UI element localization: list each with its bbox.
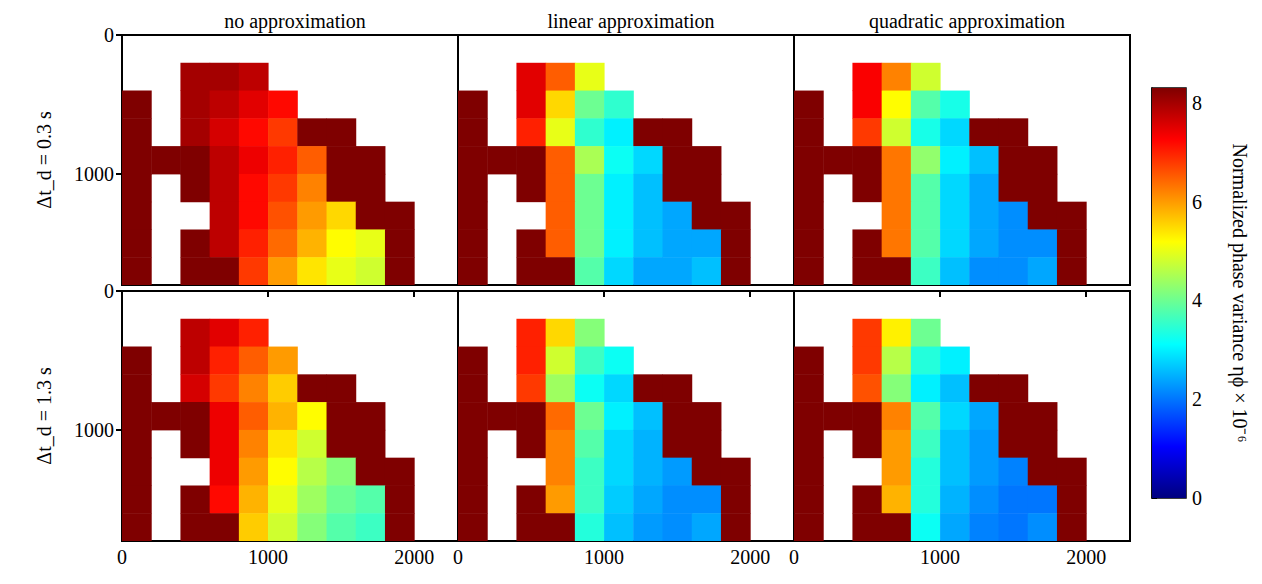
svg-text:no approximation: no approximation [224,10,366,33]
svg-text:6: 6 [1192,191,1202,213]
svg-text:Δt_d = 0.3 s: Δt_d = 0.3 s [33,111,55,209]
svg-text:2000: 2000 [394,546,434,568]
svg-text:1000: 1000 [74,419,114,441]
svg-text:quadratic approximation: quadratic approximation [869,10,1065,33]
svg-text:4: 4 [1192,289,1202,311]
svg-text:0: 0 [789,546,799,568]
svg-text:0: 0 [453,546,463,568]
svg-text:2000: 2000 [1066,546,1106,568]
svg-text:8: 8 [1192,92,1202,114]
svg-text:1000: 1000 [584,546,624,568]
svg-text:1000: 1000 [74,163,114,185]
svg-text:0: 0 [117,546,127,568]
svg-text:1000: 1000 [248,546,288,568]
svg-text:2000: 2000 [730,546,770,568]
svg-text:1000: 1000 [920,546,960,568]
svg-text:0: 0 [104,24,114,46]
svg-text:0: 0 [104,280,114,302]
svg-text:0: 0 [1192,487,1202,509]
svg-text:Normalized phase variance ηϕ ×: Normalized phase variance ηϕ × 10⁻⁶ [1228,144,1251,443]
svg-text:Δt_d = 1.3 s: Δt_d = 1.3 s [33,367,55,465]
svg-text:linear approximation: linear approximation [547,10,714,33]
svg-text:2: 2 [1192,388,1202,410]
